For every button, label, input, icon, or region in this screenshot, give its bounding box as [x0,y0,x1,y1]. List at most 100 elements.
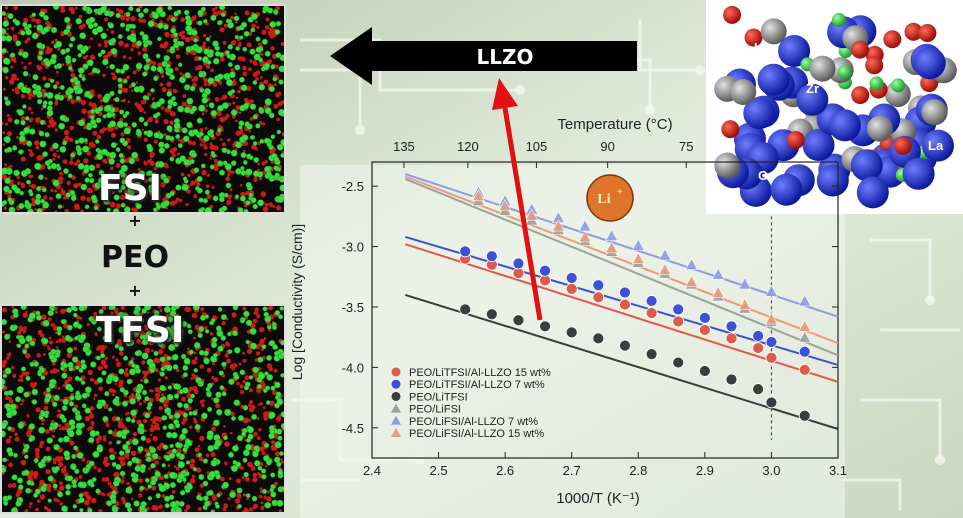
label-plus-2: + [128,281,142,300]
data-point [798,345,811,358]
data-point [685,274,699,287]
legend-marker [391,403,401,413]
llzo-arrow-label: LLZO [477,45,534,69]
li-ion-label: Li [597,192,610,207]
crystal-label-o: O [758,168,768,183]
data-point [498,198,512,211]
data-point [685,258,699,270]
x-tick-label: 2.7 [563,463,581,478]
legend: PEO/LiTFSI/Al-LLZO 15 wt%PEO/LiTFSI/Al-L… [391,367,551,440]
llzo-arrow [330,27,637,85]
data-point [578,219,592,232]
legend-label: PEO/LiFSI/Al-LLZO 7 wt% [409,416,538,428]
data-point [631,238,645,251]
data-point [512,314,525,327]
data-point [658,248,672,261]
y-tick-label: -4.5 [342,421,364,436]
data-point [485,250,498,263]
data-point [698,311,711,324]
label-tfsi: TFSI [95,310,185,351]
data-point [672,303,685,316]
data-point [738,277,752,290]
md-snapshot-bottom [0,304,286,514]
data-point [798,409,811,422]
crystal-label-la: La [928,138,944,153]
data-point [798,363,811,376]
data-point [752,342,765,354]
data-point [645,295,658,307]
md-snapshot-top-image [2,6,284,212]
data-point [631,252,645,264]
legend-label: PEO/LiTFSI [409,391,468,403]
data-points [459,185,812,422]
data-point [472,189,486,202]
data-point [752,330,765,342]
x-tick-label: 2.9 [696,463,714,478]
legend-marker [391,367,401,377]
data-point [592,291,605,304]
data-point [698,365,711,377]
data-point [765,351,778,364]
data-point [672,315,685,328]
data-point [798,330,812,343]
top-tick-label: 120 [457,139,479,154]
data-point [725,373,738,386]
y-tick-label: -3.0 [342,240,364,255]
li-ion-charge: + [617,187,623,198]
x-tick-label: 2.4 [363,463,381,478]
data-point [711,285,725,298]
top-tick-label: 90 [600,139,614,154]
data-point [798,294,812,307]
data-point [711,267,725,280]
legend-label: PEO/LiTFSI/Al-LLZO 15 wt% [409,367,551,379]
data-point [592,332,605,345]
md-particles [2,6,284,212]
label-fsi: FSI [98,168,162,209]
crystal-atoms [714,5,957,209]
md-snapshot-top [0,4,286,214]
data-point [765,336,778,348]
data-point [725,320,738,333]
top-tick-label: 105 [526,139,548,154]
li-ion-badge [586,174,634,222]
data-point [592,279,605,292]
label-plus-1: + [128,211,142,230]
data-point [525,208,539,221]
md-snapshot-bottom-image [2,306,284,512]
legend-marker [391,415,401,425]
top-tick-label: 135 [393,139,415,154]
data-point [764,312,778,325]
legend-marker [391,391,401,401]
data-point [578,230,592,243]
data-point [459,245,472,258]
data-point [459,303,472,316]
red-arrow-shaft [502,107,543,321]
md-particles [2,306,284,512]
data-point [512,257,525,270]
x-tick-label: 3.1 [829,463,847,478]
data-point [645,307,658,319]
red-arrow-head [492,78,518,110]
crystal-label-zr: Zr [806,81,819,96]
data-point [485,308,498,321]
data-point [539,264,551,277]
data-point [672,356,685,369]
fit-line [404,293,839,430]
label-peo: PEO [101,240,169,275]
data-point [765,396,778,409]
data-point [565,282,578,295]
y-axis-label: Log [Conductivity (S/cm)] [289,224,305,380]
data-point [798,319,812,332]
x-tick-label: 2.6 [496,463,514,478]
data-point [725,332,738,345]
y-tick-label: -4.0 [342,360,364,375]
data-point [645,348,658,360]
data-point [619,286,631,299]
data-point [605,229,619,241]
y-tick-label: -3.5 [342,300,364,315]
data-point [658,262,672,275]
chart-axes: 2.4 2.5 2.6 2.7 2.8 2.9 3.0 3.1 -2.5 -3.0 -3.5 -4.0… [342,139,847,478]
data-point [738,297,752,310]
data-point [605,241,619,254]
